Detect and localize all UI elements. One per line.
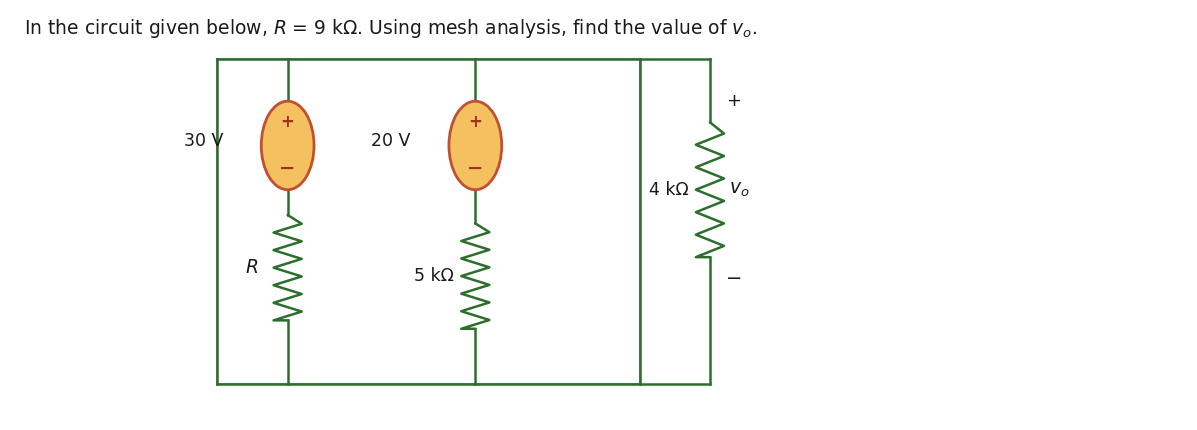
Text: −: − <box>467 159 484 178</box>
Text: R: R <box>245 258 259 277</box>
Text: In the circuit given below, $R$ = 9 k$\Omega$. Using mesh analysis, find the val: In the circuit given below, $R$ = 9 k$\O… <box>24 17 757 40</box>
Text: $v_o$: $v_o$ <box>729 180 749 199</box>
Text: +: + <box>727 92 741 110</box>
Ellipse shape <box>261 101 314 190</box>
Text: −: − <box>279 159 296 178</box>
Ellipse shape <box>449 101 502 190</box>
Text: 4 kΩ: 4 kΩ <box>649 181 688 199</box>
Text: 5 kΩ: 5 kΩ <box>414 267 454 285</box>
Text: +: + <box>468 113 482 131</box>
Text: −: − <box>727 269 743 288</box>
Text: 20 V: 20 V <box>371 132 411 150</box>
Text: 30 V: 30 V <box>184 132 223 150</box>
Text: +: + <box>281 113 294 131</box>
